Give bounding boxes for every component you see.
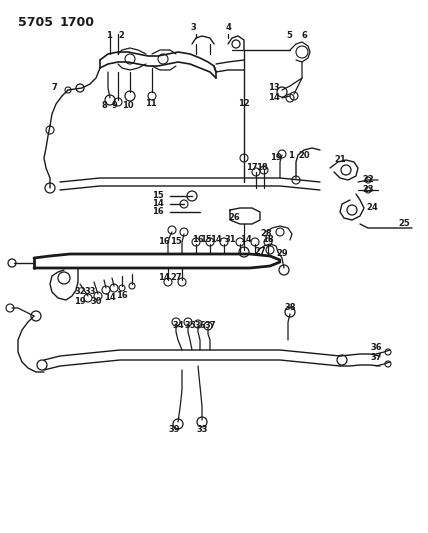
Text: 1: 1: [288, 151, 294, 160]
Text: 29: 29: [276, 249, 288, 259]
Text: 16: 16: [152, 207, 164, 216]
Text: 25: 25: [398, 220, 410, 229]
Text: 16: 16: [158, 238, 170, 246]
Text: 38: 38: [284, 303, 295, 312]
Text: 16: 16: [192, 236, 204, 245]
Text: 14: 14: [104, 294, 116, 303]
Text: 18: 18: [256, 164, 268, 173]
Text: 6: 6: [302, 31, 308, 41]
Text: 35: 35: [184, 321, 196, 330]
Text: 16: 16: [116, 292, 128, 301]
Text: 3: 3: [190, 23, 196, 33]
Text: 14: 14: [152, 199, 164, 208]
Text: 22: 22: [362, 175, 374, 184]
Text: 7: 7: [52, 84, 58, 93]
Text: 1: 1: [106, 31, 112, 41]
Text: 28: 28: [260, 230, 272, 238]
Text: 20: 20: [298, 151, 309, 160]
Text: 14: 14: [210, 236, 222, 245]
Text: 36: 36: [194, 321, 205, 330]
Text: 15: 15: [170, 238, 182, 246]
Text: 17: 17: [246, 164, 258, 173]
Text: 18: 18: [262, 236, 273, 245]
Text: 1700: 1700: [60, 15, 95, 28]
Text: 11: 11: [145, 100, 157, 109]
Text: 21: 21: [334, 156, 346, 165]
Text: 14: 14: [268, 93, 280, 102]
Text: 23: 23: [362, 185, 374, 195]
Text: 4: 4: [226, 23, 232, 33]
Text: 15: 15: [152, 191, 164, 200]
Text: 5: 5: [286, 31, 292, 41]
Text: 12: 12: [238, 100, 250, 109]
Text: 27: 27: [170, 273, 181, 282]
Text: 2: 2: [118, 31, 124, 41]
Text: 34: 34: [172, 321, 184, 330]
Text: 36: 36: [370, 343, 382, 352]
Text: 14: 14: [240, 236, 252, 245]
Text: 19: 19: [74, 297, 86, 306]
Text: 33: 33: [196, 425, 208, 434]
Text: 19: 19: [270, 154, 282, 163]
Text: 10: 10: [122, 101, 134, 110]
Text: 8: 8: [102, 101, 108, 110]
Text: 37: 37: [370, 353, 381, 362]
Text: 27: 27: [254, 247, 266, 256]
Text: 32: 32: [74, 287, 86, 296]
Text: 13: 13: [268, 84, 279, 93]
Text: 15: 15: [200, 236, 212, 245]
Text: 37: 37: [204, 321, 216, 330]
Text: 5705: 5705: [18, 15, 53, 28]
Text: 9: 9: [112, 101, 118, 110]
Text: 14: 14: [158, 273, 170, 282]
Text: 33: 33: [84, 287, 95, 296]
Text: 39: 39: [168, 425, 179, 434]
Text: 30: 30: [90, 297, 101, 306]
Text: 31: 31: [224, 236, 236, 245]
Text: 24: 24: [366, 204, 378, 213]
Text: 26: 26: [228, 214, 240, 222]
